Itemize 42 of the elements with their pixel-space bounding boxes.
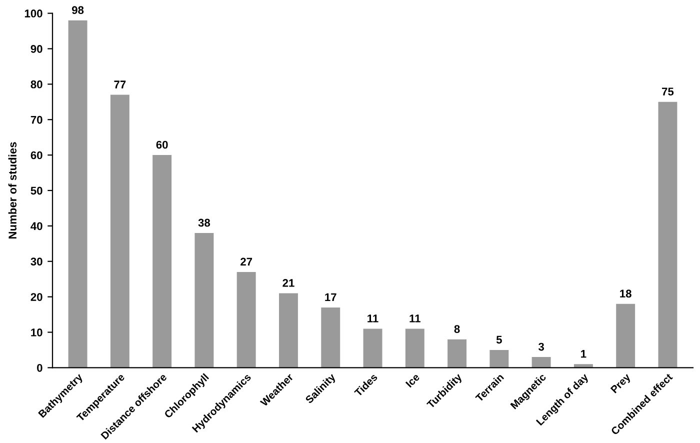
bar [68,20,88,368]
y-tick-label: 80 [30,80,42,88]
y-tick-label: 50 [30,186,42,195]
x-tick-label: Ice [405,373,420,388]
bar [490,350,509,368]
y-tick-label: 30 [30,258,42,266]
y-tick-label: 100 [24,10,42,18]
data-label: 17 [325,293,336,301]
data-label: 18 [620,290,632,298]
bar [532,357,551,368]
data-label: 75 [662,88,674,96]
y-tick-label: 90 [30,44,42,53]
y-tick-label: 20 [30,293,42,301]
y-tick-label: 0 [37,364,42,372]
data-label: 5 [496,336,502,344]
y-tick-label: 70 [30,116,42,124]
bar [110,94,130,368]
data-label: 38 [198,218,210,227]
data-label: 27 [240,258,252,266]
data-label: 1 [581,350,586,358]
data-label: 77 [114,80,126,88]
data-label: 8 [454,325,460,333]
bar [321,307,340,368]
bar [363,328,382,368]
bar [658,102,678,368]
bar [236,272,256,368]
bar [152,155,172,368]
y-tick-label: 10 [31,328,42,336]
y-axis-title: Number of studies [8,142,16,239]
data-label: 3 [538,342,544,351]
data-label: 60 [156,140,168,149]
y-tick-label: 40 [30,222,42,230]
bar [616,304,636,368]
data-label: 11 [368,314,378,322]
y-tick-label: 60 [30,151,42,160]
bar [278,293,298,368]
data-label: 21 [282,279,294,287]
bar [194,233,214,368]
bar [405,328,424,368]
bar [448,339,467,368]
data-label: 11 [410,314,420,322]
data-label: 98 [72,6,84,14]
